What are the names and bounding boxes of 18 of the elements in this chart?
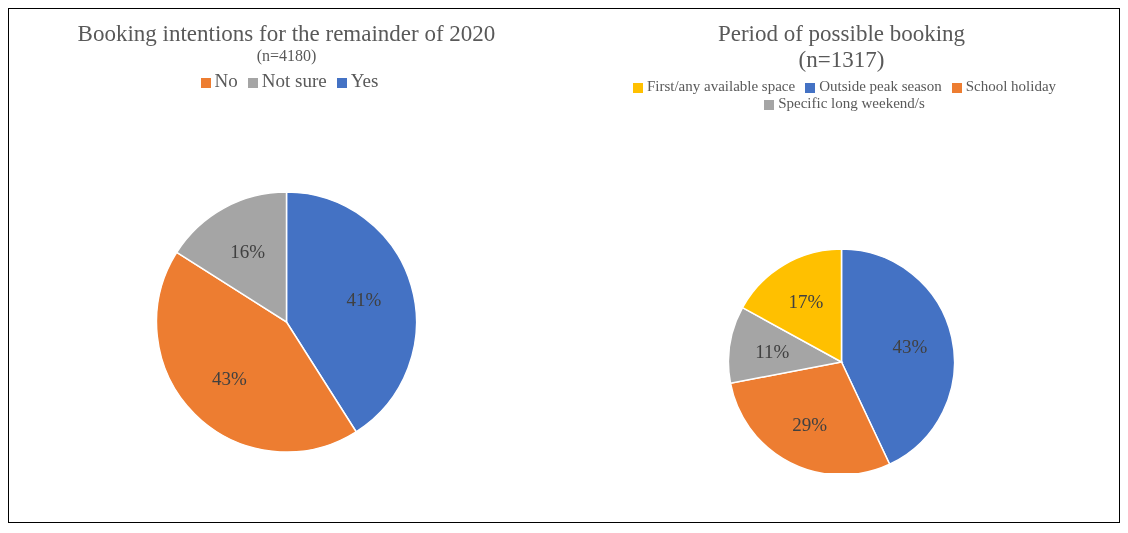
data-label: 41%: [346, 289, 382, 311]
legend-label: Outside peak season: [819, 78, 942, 94]
legend-label: School holiday: [965, 78, 1057, 94]
legend-label: Not sure: [261, 70, 327, 91]
chart-subtitle: (n=4180): [255, 47, 318, 65]
legend-label: First/any available space: [646, 78, 796, 94]
chart-title: Booking intentions for the remainder of 2020: [76, 21, 497, 47]
legend-label: Yes: [350, 70, 379, 91]
data-label: 43%: [892, 336, 928, 358]
chart-title: Period of possible booking: [716, 21, 967, 47]
data-label: 16%: [230, 240, 266, 262]
data-label: 43%: [212, 368, 248, 390]
data-label: 11%: [755, 340, 790, 362]
legend-label: No: [214, 70, 238, 91]
chart-subtitle: (n=1317): [797, 47, 886, 73]
data-label: 29%: [792, 413, 828, 435]
data-label: 17%: [788, 291, 824, 313]
legend-label: Specific long weekend/s: [778, 95, 925, 111]
